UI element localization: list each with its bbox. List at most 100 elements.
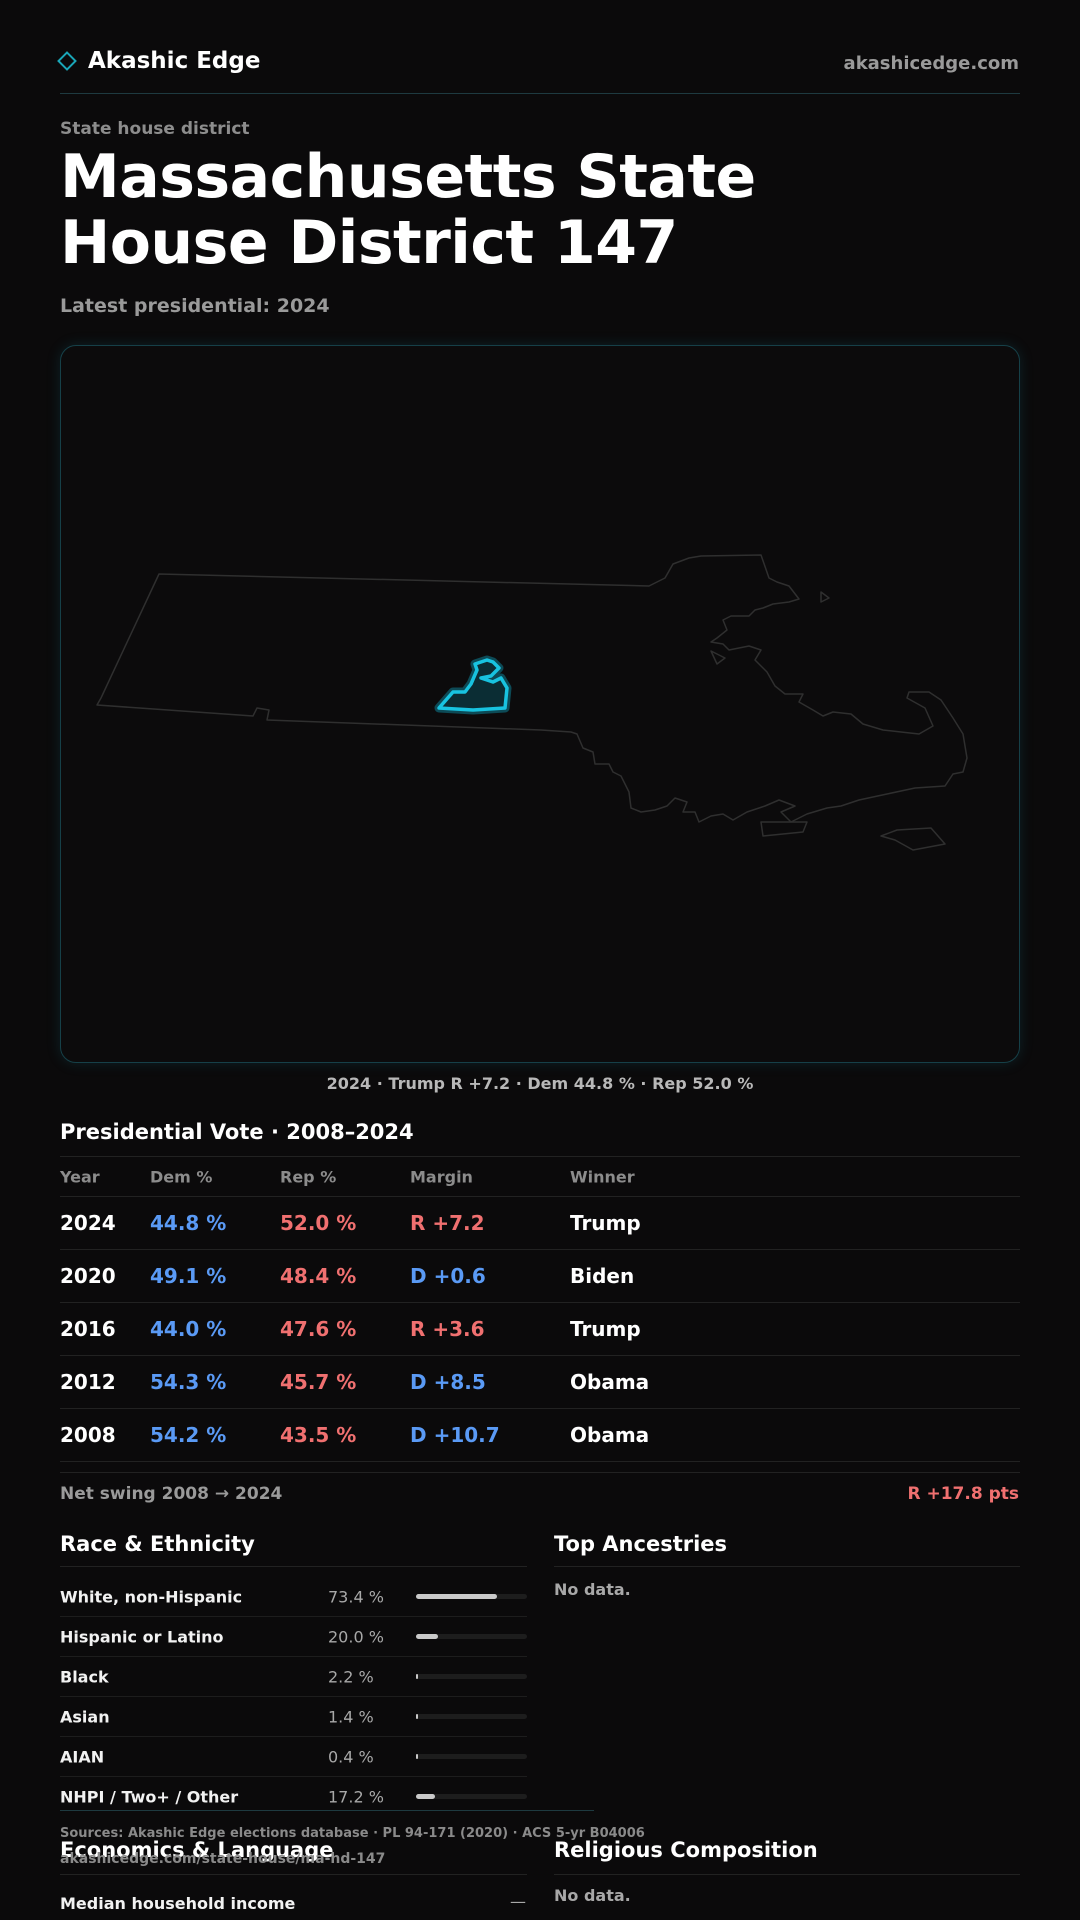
- race-bar-fill: [416, 1593, 498, 1599]
- race-bar: [416, 1633, 527, 1639]
- ancestries-title: Top Ancestries: [554, 1532, 728, 1556]
- race-value: 73.4 %: [328, 1587, 384, 1606]
- religion-empty: No data.: [554, 1886, 631, 1905]
- row-dem: 54.3 %: [150, 1370, 227, 1394]
- state-map-svg: [96, 554, 968, 851]
- row-margin: D +10.7: [410, 1423, 500, 1447]
- row-winner: Obama: [570, 1370, 650, 1394]
- page-url-link[interactable]: akashicedge.com/state-house/ma-hd-147: [60, 1851, 386, 1867]
- race-bar-fill: [416, 1673, 419, 1679]
- district-type: State house district: [60, 119, 250, 139]
- diamond-logo-icon: [57, 51, 77, 71]
- table-row: 2008 54.2 % 43.5 % D +10.7 Obama: [60, 1409, 1020, 1462]
- row-rep: 52.0 %: [280, 1211, 357, 1235]
- row-dem: 54.2 %: [150, 1423, 227, 1447]
- row-dem: 44.0 %: [150, 1317, 227, 1341]
- page-title: Massachusetts State House District 147: [60, 142, 756, 278]
- race-value: 2.2 %: [328, 1667, 374, 1686]
- race-bar: [416, 1673, 527, 1679]
- row-winner: Trump: [570, 1317, 641, 1341]
- col-margin: Margin: [410, 1167, 473, 1186]
- table-row: 2020 49.1 % 48.4 % D +0.6 Biden: [60, 1250, 1020, 1303]
- swing-divider: [60, 1472, 1020, 1473]
- race-label: Black: [60, 1667, 109, 1686]
- list-item: AIAN 0.4 %: [60, 1737, 527, 1777]
- row-margin: D +8.5: [410, 1370, 486, 1394]
- row-year: 2024: [60, 1211, 116, 1235]
- row-rep: 43.5 %: [280, 1423, 357, 1447]
- race-label: White, non-Hispanic: [60, 1587, 243, 1606]
- religion-divider: [554, 1874, 1020, 1875]
- race-value: 1.4 %: [328, 1707, 374, 1726]
- row-year: 2016: [60, 1317, 116, 1341]
- row-rep: 48.4 %: [280, 1264, 357, 1288]
- col-dem: Dem %: [150, 1167, 213, 1186]
- row-year: 2012: [60, 1370, 116, 1394]
- row-dem: 49.1 %: [150, 1264, 227, 1288]
- race-value: 20.0 %: [328, 1627, 384, 1646]
- brand-name: Akashic Edge: [88, 48, 261, 74]
- list-item: Asian 1.4 %: [60, 1697, 527, 1737]
- race-value: 17.2 %: [328, 1787, 384, 1807]
- list-item: Black 2.2 %: [60, 1657, 527, 1697]
- col-year: Year: [60, 1167, 100, 1186]
- presidential-title: Presidential Vote · 2008–2024: [60, 1120, 414, 1144]
- latest-presidential: Latest presidential: 2024: [60, 295, 330, 317]
- economics-divider: [60, 1874, 527, 1875]
- race-label: AIAN: [60, 1747, 105, 1766]
- race-label: Hispanic or Latino: [60, 1627, 224, 1646]
- race-bar: [416, 1753, 527, 1759]
- race-title: Race & Ethnicity: [60, 1532, 255, 1556]
- header-divider: [60, 93, 1020, 94]
- row-rep: 47.6 %: [280, 1317, 357, 1341]
- massachusetts-outline: [96, 554, 968, 851]
- race-bar: [416, 1794, 527, 1799]
- list-item: Hispanic or Latino 20.0 %: [60, 1617, 527, 1657]
- row-year: 2020: [60, 1264, 116, 1288]
- race-value: 0.4 %: [328, 1747, 374, 1766]
- race-bar-fill: [416, 1713, 418, 1719]
- brand[interactable]: Akashic Edge: [57, 48, 261, 74]
- row-rep: 45.7 %: [280, 1370, 357, 1394]
- table-header: Year Dem % Rep % Margin Winner: [60, 1156, 1020, 1197]
- col-winner: Winner: [570, 1167, 635, 1186]
- list-item: White, non-Hispanic 73.4 %: [60, 1577, 527, 1617]
- median-income-value: —: [510, 1892, 526, 1911]
- race-label: NHPI / Two+ / Other: [60, 1787, 239, 1807]
- presidential-table: Year Dem % Rep % Margin Winner 2024 44.8…: [60, 1156, 1020, 1462]
- map-caption: 2024 · Trump R +7.2 · Dem 44.8 % · Rep 5…: [326, 1074, 754, 1093]
- table-row: 2024 44.8 % 52.0 % R +7.2 Trump: [60, 1197, 1020, 1250]
- sources-text: Sources: Akashic Edge elections database…: [60, 1826, 645, 1841]
- ancestries-empty: No data.: [554, 1580, 631, 1599]
- race-bar: [416, 1713, 527, 1719]
- sources-divider: [60, 1810, 594, 1811]
- row-winner: Obama: [570, 1423, 650, 1447]
- row-margin: R +3.6: [410, 1317, 485, 1341]
- net-swing-label: Net swing 2008 → 2024: [60, 1484, 283, 1504]
- col-rep: Rep %: [280, 1167, 337, 1186]
- race-list: White, non-Hispanic 73.4 % Hispanic or L…: [60, 1577, 527, 1817]
- net-swing-value: R +17.8 pts: [907, 1484, 1019, 1504]
- district-map[interactable]: [60, 345, 1020, 1063]
- table-row: 2012 54.3 % 45.7 % D +8.5 Obama: [60, 1356, 1020, 1409]
- religion-title: Religious Composition: [554, 1838, 818, 1862]
- economics-title: Economics & Language: [60, 1838, 334, 1862]
- row-margin: D +0.6: [410, 1264, 486, 1288]
- race-label: Asian: [60, 1707, 110, 1726]
- race-divider: [60, 1566, 527, 1567]
- row-dem: 44.8 %: [150, 1211, 227, 1235]
- list-item: NHPI / Two+ / Other 17.2 %: [60, 1777, 527, 1817]
- row-winner: Biden: [570, 1264, 635, 1288]
- site-link[interactable]: akashicedge.com: [843, 53, 1019, 74]
- row-margin: R +7.2: [410, 1211, 485, 1235]
- ancestries-divider: [554, 1566, 1020, 1567]
- race-bar: [416, 1593, 527, 1599]
- table-row: 2016 44.0 % 47.6 % R +3.6 Trump: [60, 1303, 1020, 1356]
- race-bar-fill: [416, 1633, 439, 1639]
- race-bar-fill: [416, 1794, 436, 1799]
- race-bar-fill: [416, 1753, 418, 1759]
- median-income-label: Median household income: [60, 1894, 296, 1913]
- district-shape: [434, 655, 512, 715]
- row-year: 2008: [60, 1423, 116, 1447]
- row-winner: Trump: [570, 1211, 641, 1235]
